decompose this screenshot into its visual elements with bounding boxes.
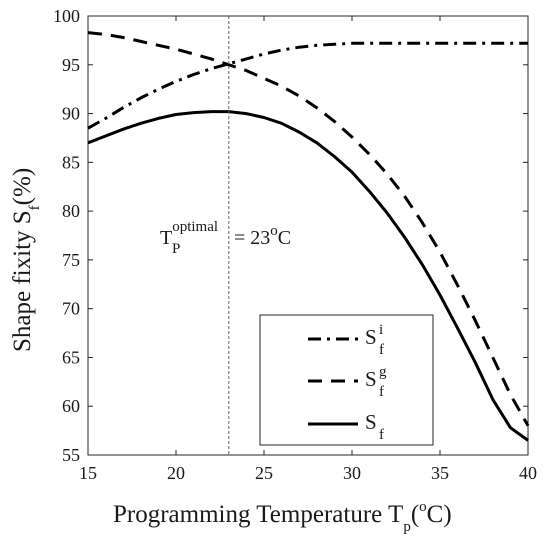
annotation-unit: C	[278, 227, 291, 249]
x-axis-label-unit: C	[427, 501, 444, 528]
x-axis-label-main: Programming Temperature T	[113, 501, 403, 528]
y-tick-label: 60	[62, 396, 80, 416]
x-axis-label-paren: (	[411, 501, 419, 528]
x-axis-label-paren-close: )	[443, 501, 451, 528]
y-tick-label: 65	[62, 347, 80, 367]
series-line-dashed	[87, 31, 530, 427]
legend-label-main: S	[365, 325, 377, 349]
legend-label-superscript: g	[379, 364, 387, 380]
legend-label-subscript: f	[379, 342, 384, 358]
annotation-superscript: optimal	[172, 219, 218, 235]
y-tick-label: 95	[62, 55, 80, 75]
series-layer	[87, 31, 530, 442]
axis-labels: Programming Temperature Tp(oC)Shape fixi…	[9, 168, 452, 535]
annotation-value: = 23	[229, 227, 270, 249]
x-tick-label: 20	[167, 463, 185, 483]
x-tick-label: 15	[79, 463, 97, 483]
y-axis-label-unit: (%)	[9, 168, 36, 205]
x-tick-label: 40	[519, 463, 537, 483]
optimal-temperature-annotation: Toptimal P = 23oC	[160, 219, 291, 257]
series-line-dash-dot	[87, 41, 528, 130]
y-axis-label-subscript: f	[27, 205, 43, 210]
x-tick-label: 25	[255, 463, 273, 483]
x-tick-label: 35	[431, 463, 449, 483]
annotation-main: T	[160, 227, 172, 249]
series-line-solid	[87, 110, 529, 442]
y-tick-label: 90	[62, 104, 80, 124]
legend-label-superscript: i	[379, 322, 383, 338]
y-tick-label: 100	[53, 6, 80, 26]
y-tick-label: 75	[62, 250, 80, 270]
legend-label-main: S	[365, 367, 377, 391]
legend-label-subscript: f	[379, 427, 384, 443]
x-tick-label: 30	[343, 463, 361, 483]
legend-label: Sf	[365, 410, 384, 443]
legend-label-main: S	[365, 410, 377, 434]
x-axis-label: Programming Temperature Tp(oC)	[113, 499, 452, 535]
annotation-subscript: P	[172, 241, 180, 257]
annotation-degree: o	[270, 223, 278, 239]
y-tick-label: 70	[62, 299, 80, 319]
x-axis-label-degree: o	[419, 499, 427, 515]
legend-label-subscript: f	[379, 384, 384, 400]
y-tick-label: 80	[62, 201, 80, 221]
y-axis-label: Shape fixity Sf(%)	[9, 168, 43, 352]
annotation-layer: Toptimal P = 23oC	[160, 16, 291, 455]
y-axis-label-main: Shape fixity S	[9, 210, 36, 352]
x-axis-label-subscript: p	[403, 519, 411, 535]
tick-layer: 15 20 25 30 35 40 55 60 65 70 75 80 85 90 95 100	[53, 6, 537, 483]
y-tick-label: 85	[62, 152, 80, 172]
y-tick-label: 55	[62, 445, 80, 465]
